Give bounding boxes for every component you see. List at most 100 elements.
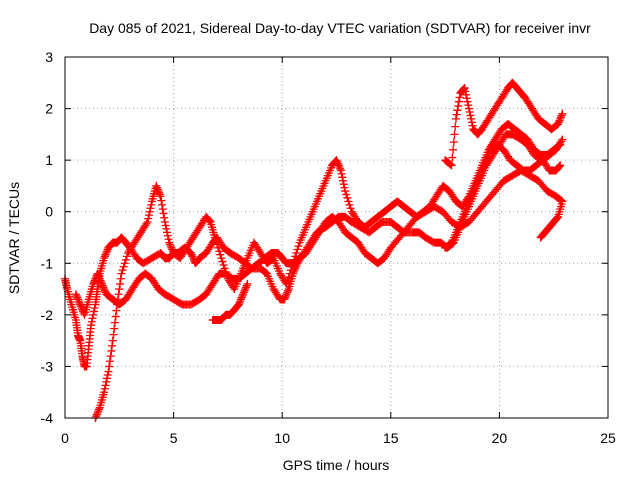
data-point: [455, 93, 464, 102]
grid-lines: [65, 57, 608, 418]
data-point: [116, 274, 125, 283]
data-point: [89, 278, 98, 287]
data-point: [163, 231, 172, 240]
data-point: [92, 412, 101, 421]
data-point: [287, 262, 296, 271]
data-point: [142, 219, 151, 228]
data-point: [165, 240, 174, 249]
data-point: [88, 314, 97, 323]
data-point: [117, 269, 126, 278]
data-point: [286, 266, 295, 275]
data-point: [97, 278, 106, 287]
data-point: [74, 295, 83, 304]
data-point: [294, 242, 303, 251]
data-point: [556, 113, 565, 122]
axis-ticks: [64, 56, 609, 419]
data-point: [462, 90, 471, 99]
data-point: [284, 273, 293, 282]
data-point: [283, 288, 292, 297]
data-point: [105, 357, 114, 366]
data-point: [90, 303, 99, 312]
data-point: [105, 362, 114, 371]
data-point: [336, 166, 345, 175]
data-point: [341, 187, 350, 196]
data-point: [92, 410, 101, 419]
data-point: [240, 286, 249, 295]
data-point: [98, 281, 107, 290]
data-point: [165, 238, 174, 247]
data-point: [236, 295, 245, 304]
data-point: [114, 290, 123, 299]
data-point: [167, 243, 176, 252]
data-point: [282, 279, 291, 288]
data-point: [446, 160, 455, 169]
data-point: [187, 250, 196, 259]
data-point: [158, 200, 167, 209]
data-point: [95, 273, 104, 282]
x-tick-label: 15: [383, 430, 399, 446]
series-track-e: [441, 78, 567, 170]
data-point: [104, 367, 113, 376]
data-point: [292, 248, 301, 257]
y-tick-label: -3: [41, 358, 54, 374]
data-point: [461, 87, 470, 96]
data-point: [93, 408, 102, 417]
series-track-g: [441, 135, 567, 252]
data-point: [556, 114, 565, 123]
data-point: [101, 250, 110, 259]
data-point: [239, 290, 248, 299]
data-point: [216, 250, 225, 259]
data-point: [332, 156, 341, 165]
data-point: [462, 94, 471, 103]
data-point: [289, 259, 298, 268]
data-point: [557, 111, 566, 120]
data-point: [242, 283, 250, 292]
data-point: [281, 293, 290, 302]
data-point: [210, 233, 219, 242]
data-point: [110, 318, 119, 327]
data-point: [293, 245, 302, 254]
data-point: [74, 297, 83, 306]
data-point: [555, 162, 564, 171]
data-point: [89, 279, 98, 288]
data-point: [103, 371, 112, 380]
data-point: [113, 295, 122, 304]
data-point: [93, 269, 102, 278]
data-point: [99, 283, 108, 292]
data-point: [153, 185, 162, 194]
data-point: [447, 161, 456, 170]
data-point: [243, 279, 252, 288]
x-tick-label: 25: [600, 430, 616, 446]
data-point: [463, 97, 472, 106]
data-point: [122, 252, 131, 261]
data-point: [72, 291, 81, 300]
data-point: [76, 302, 85, 311]
data-point: [77, 303, 86, 312]
data-point: [144, 214, 153, 223]
data-point: [112, 306, 121, 315]
data-point: [215, 247, 224, 256]
data-point: [239, 288, 248, 297]
data-point: [188, 252, 197, 261]
data-point: [449, 145, 458, 154]
data-point: [241, 285, 250, 294]
data-point: [146, 204, 155, 213]
data-point: [552, 214, 561, 223]
data-point: [158, 205, 167, 214]
y-tick-label: 2: [45, 101, 53, 117]
y-tick-label: 1: [45, 152, 53, 168]
data-point: [120, 259, 129, 268]
data-point: [221, 267, 230, 276]
data-point: [186, 248, 195, 257]
data-point: [168, 245, 177, 254]
y-axis-label: SDTVAR / TECUs: [6, 182, 22, 294]
data-point: [119, 262, 128, 271]
data-point: [467, 114, 476, 123]
data-point: [453, 106, 462, 115]
data-point: [96, 276, 105, 285]
data-point: [152, 181, 161, 190]
data-point: [454, 97, 463, 106]
data-point: [160, 213, 169, 222]
x-tick-label: 10: [274, 430, 290, 446]
